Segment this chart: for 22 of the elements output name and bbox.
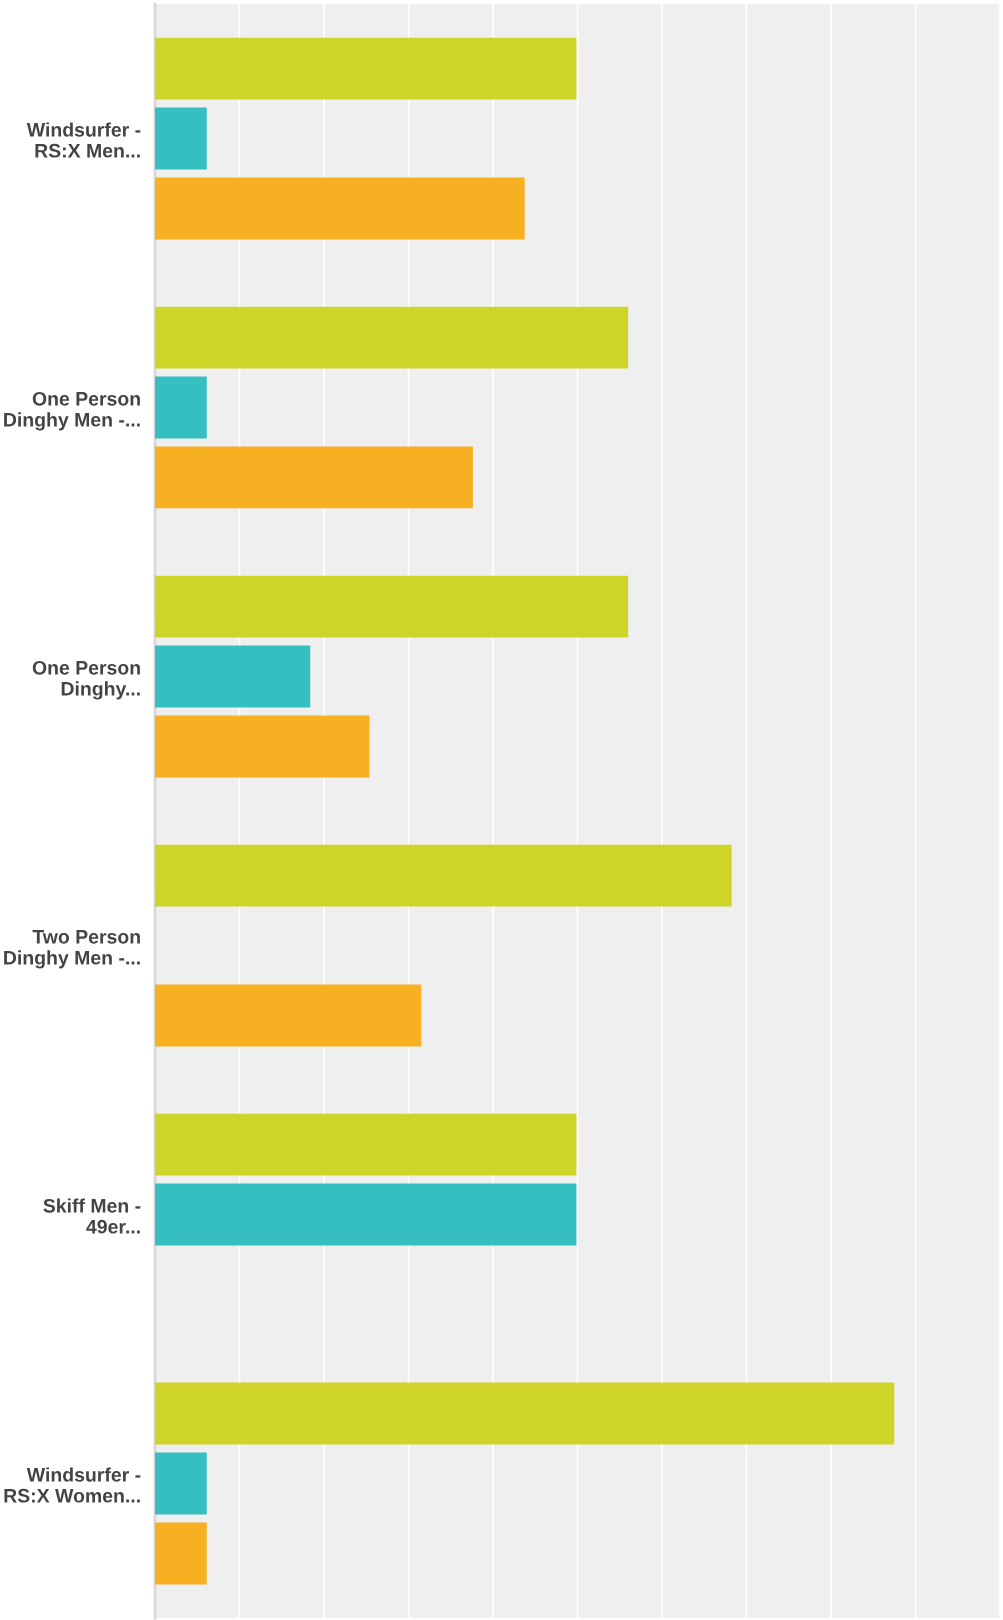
bar (155, 1522, 207, 1585)
bar (155, 1382, 895, 1445)
bar (155, 37, 577, 100)
bar (155, 446, 473, 509)
y-tick-label: Windsurfer - RS:X Men... (26, 122, 141, 158)
bar (155, 107, 207, 170)
bar (155, 1452, 207, 1515)
bar (155, 575, 629, 638)
bar (155, 715, 370, 778)
bar (155, 376, 207, 439)
y-tick-label: Two Person Dinghy Men -... (4, 930, 140, 969)
bar (155, 645, 311, 708)
bar (155, 1183, 577, 1246)
bar (155, 306, 629, 369)
y-tick-label: Skiff Men - 49er... (43, 1198, 141, 1234)
y-tick-label: Windsurfer - RS:X Women... (4, 1467, 141, 1503)
y-tick-label: One Person Dinghy Men -... (4, 391, 140, 431)
bar (155, 844, 732, 907)
y-tick-label: One Person Dinghy... (32, 660, 140, 700)
bar (155, 1113, 577, 1176)
bar (155, 984, 422, 1047)
bar (155, 177, 525, 240)
